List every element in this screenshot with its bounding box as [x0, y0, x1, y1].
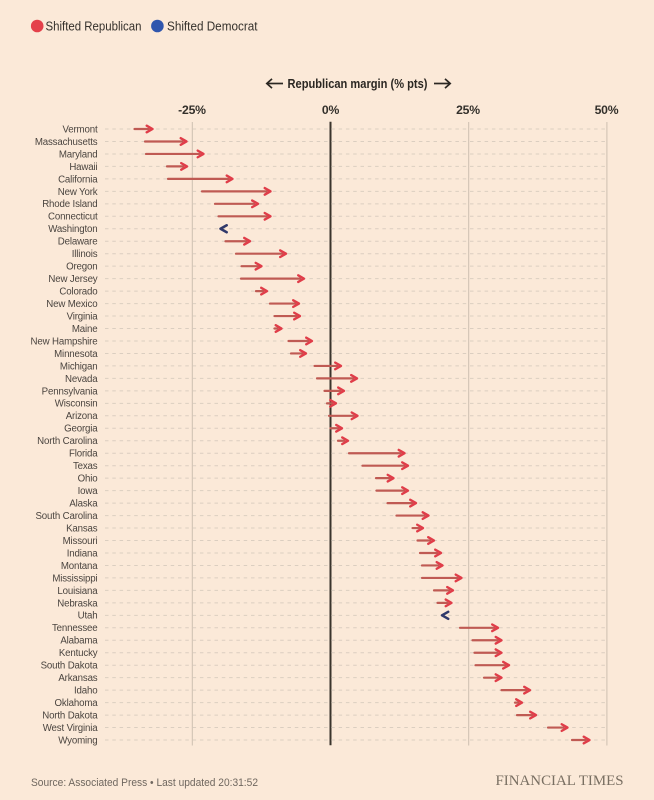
svg-text:Tennessee: Tennessee: [52, 623, 98, 634]
svg-text:Ohio: Ohio: [78, 474, 98, 485]
svg-text:50%: 50%: [595, 103, 619, 117]
svg-text:South Carolina: South Carolina: [36, 511, 99, 522]
svg-text:Massachusetts: Massachusetts: [35, 137, 98, 148]
svg-text:Minnesota: Minnesota: [54, 349, 98, 360]
svg-text:25%: 25%: [456, 103, 480, 117]
svg-text:Source: Associated Press • Las: Source: Associated Press • Last updated …: [31, 777, 258, 789]
svg-text:Oregon: Oregon: [66, 262, 97, 273]
svg-text:Washington: Washington: [48, 224, 97, 235]
svg-text:Indiana: Indiana: [67, 548, 98, 559]
svg-text:Delaware: Delaware: [58, 237, 98, 248]
svg-text:Kentucky: Kentucky: [59, 648, 98, 659]
svg-text:New Jersey: New Jersey: [48, 274, 97, 285]
svg-text:Michigan: Michigan: [60, 361, 98, 372]
svg-text:Wyoming: Wyoming: [58, 735, 97, 746]
svg-text:New Hampshire: New Hampshire: [31, 336, 98, 347]
svg-text:Oklahoma: Oklahoma: [55, 698, 99, 709]
svg-text:Georgia: Georgia: [64, 424, 98, 435]
svg-text:Texas: Texas: [73, 461, 98, 472]
svg-text:Hawaii: Hawaii: [69, 162, 97, 173]
svg-text:Arizona: Arizona: [66, 411, 99, 422]
svg-text:Idaho: Idaho: [74, 686, 98, 697]
svg-text:North Carolina: North Carolina: [37, 436, 98, 447]
svg-text:Arkansas: Arkansas: [58, 673, 97, 684]
svg-text:Republican margin (% pts): Republican margin (% pts): [288, 77, 428, 91]
svg-text:FINANCIAL TIMES: FINANCIAL TIMES: [496, 773, 624, 789]
svg-text:Wisconsin: Wisconsin: [55, 399, 98, 410]
svg-text:Shifted Republican: Shifted Republican: [46, 20, 142, 34]
svg-text:Virginia: Virginia: [67, 311, 99, 322]
svg-text:Pennsylvania: Pennsylvania: [42, 386, 99, 397]
svg-text:Montana: Montana: [61, 561, 98, 572]
svg-text:Illinois: Illinois: [72, 249, 98, 260]
svg-text:South Dakota: South Dakota: [41, 661, 99, 672]
svg-text:0%: 0%: [322, 103, 340, 117]
svg-text:Missouri: Missouri: [63, 536, 98, 547]
svg-text:Connecticut: Connecticut: [48, 212, 98, 223]
svg-text:Vermont: Vermont: [62, 124, 97, 135]
svg-text:Kansas: Kansas: [66, 523, 98, 534]
svg-text:California: California: [58, 174, 98, 185]
svg-text:Mississippi: Mississippi: [52, 573, 97, 584]
svg-text:Shifted Democrat: Shifted Democrat: [167, 20, 258, 34]
svg-text:New York: New York: [58, 187, 98, 198]
svg-text:Nevada: Nevada: [65, 374, 98, 385]
svg-text:Colorado: Colorado: [59, 287, 97, 298]
svg-text:-25%: -25%: [178, 103, 206, 117]
svg-text:Utah: Utah: [78, 611, 98, 622]
svg-text:Florida: Florida: [69, 449, 98, 460]
svg-text:Nebraska: Nebraska: [57, 598, 98, 609]
svg-text:Maine: Maine: [72, 324, 98, 335]
svg-text:West Virginia: West Virginia: [43, 723, 99, 734]
svg-text:Alabama: Alabama: [60, 636, 98, 647]
svg-text:Iowa: Iowa: [78, 486, 99, 497]
svg-text:North Dakota: North Dakota: [42, 710, 98, 721]
svg-text:Rhode Island: Rhode Island: [42, 199, 97, 210]
svg-text:New Mexico: New Mexico: [46, 299, 97, 310]
svg-text:Louisiana: Louisiana: [57, 586, 98, 597]
svg-text:Alaska: Alaska: [69, 499, 98, 510]
svg-text:Maryland: Maryland: [59, 149, 98, 160]
